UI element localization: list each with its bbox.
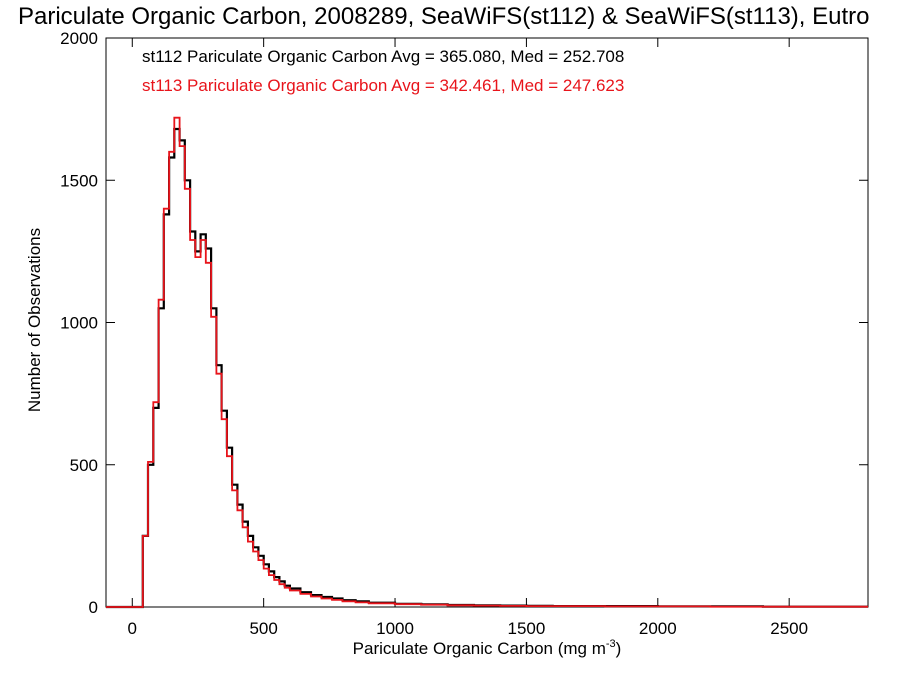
y-tick-label: 0 — [89, 598, 98, 617]
y-tick-label: 500 — [70, 456, 98, 475]
plot-frame — [105, 37, 869, 608]
x-axis-label: Pariculate Organic Carbon (mg m-3) — [353, 638, 622, 658]
chart-title: Pariculate Organic Carbon, 2008289, SeaW… — [18, 3, 870, 30]
series-layer — [106, 116, 868, 609]
y-tick-label: 1500 — [60, 171, 98, 190]
axis-ticks: 0 500 1000 1500 2000 2500 0 500 1000 1500 2000 — [60, 29, 868, 638]
x-tick-label: 1500 — [507, 619, 545, 638]
x-axis-label-superscript: -3 — [606, 638, 616, 650]
x-tick-label: 2000 — [639, 619, 677, 638]
x-tick-label: 0 — [128, 619, 137, 638]
x-tick-label: 500 — [249, 619, 277, 638]
x-axis-label-close: ) — [616, 639, 622, 658]
y-axis-label: Number of Observations — [25, 228, 44, 412]
series-st113-histogram — [106, 116, 868, 608]
legend-entry-st113: st113 Pariculate Organic Carbon Avg = 34… — [142, 76, 624, 95]
x-tick-label: 2500 — [770, 619, 808, 638]
x-axis-label-main: Pariculate Organic Carbon (mg m — [353, 639, 606, 658]
x-tick-label: 1000 — [376, 619, 414, 638]
y-tick-label: 2000 — [60, 29, 98, 48]
y-tick-label: 1000 — [60, 314, 98, 333]
legend-entry-st112: st112 Pariculate Organic Carbon Avg = 36… — [142, 47, 624, 66]
series-st112-histogram — [106, 127, 868, 609]
